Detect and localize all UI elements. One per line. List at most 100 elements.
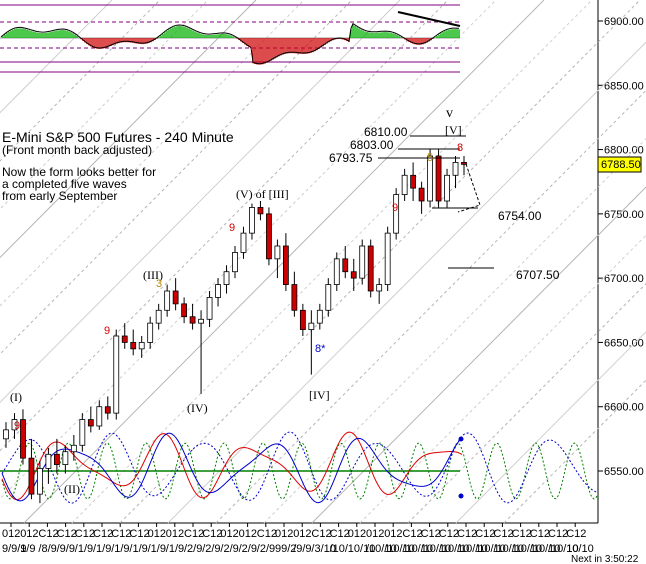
candle-body — [215, 284, 221, 298]
x-tick-label-bottom: /1/9 — [148, 543, 166, 555]
x-tick-label-top: 012 — [148, 528, 166, 540]
x-tick-label-top: 012 — [275, 528, 293, 540]
x-tick-label-bottom: /10/10 — [457, 543, 488, 555]
commentary-line-3: from early September — [2, 189, 117, 203]
channel-line — [503, 379, 646, 524]
x-tick-label-bottom: /2/9 — [184, 543, 202, 555]
td-count-5: 5 — [427, 152, 433, 164]
candle-body — [249, 207, 255, 234]
y-tick-label: 6550.00 — [604, 466, 644, 478]
candles — [3, 149, 467, 504]
channel-line — [167, 41, 646, 524]
candle-body — [444, 174, 450, 202]
commentary-line-1: Now the form looks better for — [2, 165, 156, 179]
candle-body — [316, 309, 323, 324]
x-ticks: 0129/9/90121/9C12/8/9C12/9/9C12/1/9C12/1… — [2, 523, 594, 555]
plot-area — [0, 0, 598, 523]
x-tick-label-bottom: /9/9 — [293, 543, 311, 555]
wave-label-III: (III) — [143, 268, 163, 282]
candle-body — [155, 309, 162, 324]
x-tick-label-bottom: /10/10 — [512, 543, 543, 555]
candle-body — [28, 457, 35, 495]
divergence-line — [397, 11, 461, 27]
last-price-flag: 6788.50 — [597, 156, 642, 173]
oscillator-line — [0, 22, 460, 65]
channel-line — [359, 234, 646, 524]
level-label-6803: 6803.00 — [350, 138, 394, 152]
x-tick-label-top: C12 — [75, 528, 95, 540]
candle-body — [87, 419, 94, 427]
candle-body — [62, 451, 69, 465]
candle-body — [461, 162, 467, 165]
wave-label-V-of-III: (V) of [III] — [236, 187, 289, 201]
candle-body — [333, 258, 340, 285]
candle-body — [367, 245, 374, 292]
y-tick-label: 6900.00 — [604, 16, 644, 28]
last-price-label: 6788.50 — [601, 159, 641, 171]
td-count-9-d: 9 — [392, 202, 398, 214]
x-tick-label-top: C12 — [566, 528, 586, 540]
candle-body — [37, 468, 43, 495]
td-count-8: 8 — [457, 142, 463, 154]
x-tick-label-bottom: /1/9 — [75, 543, 93, 555]
x-tick-label-top: C12 — [57, 528, 77, 540]
candle-body — [308, 322, 315, 330]
channel-line — [0, 0, 161, 162]
x-tick-label-top: C12 — [530, 528, 550, 540]
x-tick-label-top: 012 — [220, 528, 238, 540]
footer-next-time: Next in 3:50:22 — [571, 554, 639, 564]
y-ticks: 6550.00 6600.00 6650.00 6700.00 6750.00 6800.… — [598, 16, 644, 478]
x-tick-label-bottom: /1/9 — [129, 543, 147, 555]
channel-line — [0, 0, 113, 114]
x-tick-label-bottom: /2/9 — [257, 543, 275, 555]
candle-body — [274, 245, 281, 260]
channel-line — [215, 89, 646, 524]
candle-body — [291, 284, 298, 311]
x-tick-label-bottom: /10/10 — [439, 543, 470, 555]
candle-body — [121, 335, 128, 343]
candle-body — [401, 174, 408, 195]
labels: E-Mini S&P 500 Futures - 240 Minute (Fro… — [2, 106, 560, 496]
x-tick-label-top: 012 — [366, 528, 384, 540]
cycle-red-line — [1, 431, 463, 501]
channel-line — [263, 138, 646, 524]
candle-body — [20, 419, 26, 459]
level-lines — [378, 135, 494, 269]
candle-body — [282, 245, 289, 285]
x-tick-label-top: C12 — [439, 528, 459, 540]
candle-body — [70, 444, 77, 453]
wave-label-I: (I) — [10, 390, 22, 404]
x-tick-label-top: C12 — [311, 528, 331, 540]
candle-body — [452, 162, 459, 176]
x-tick-label-bottom: /10/10 — [475, 543, 506, 555]
x-tick-label-bottom: /10/10 — [548, 543, 579, 555]
td-count-9-c: 9 — [229, 222, 235, 234]
x-tick-label-bottom: /10/10 — [366, 543, 397, 555]
x-tick-label-bottom: 10/10 — [348, 543, 376, 555]
channel-line — [0, 0, 257, 259]
y-tick-label: 6850.00 — [604, 80, 644, 92]
candle-body — [138, 342, 145, 350]
x-tick-label-bottom: /8/9 — [38, 543, 56, 555]
candle-body — [393, 194, 400, 234]
chart-title: E-Mini S&P 500 Futures - 240 Minute — [2, 129, 234, 145]
x-tick-label-top: C12 — [512, 528, 532, 540]
candle-body — [342, 258, 349, 273]
candle-body — [435, 155, 442, 202]
cycle-blue-dashed — [1, 431, 599, 504]
candle-body — [96, 406, 103, 427]
x-tick-label-top: 012 — [2, 528, 20, 540]
x-tick-label-top: C12 — [421, 528, 441, 540]
x-tick-label-top: 012 — [293, 528, 311, 540]
x-tick-label-bottom: /2/9 — [202, 543, 220, 555]
chart-subtitle: (Front month back adjusted) — [2, 143, 152, 157]
x-tick-label-top: C12 — [184, 528, 204, 540]
candle-body — [79, 419, 86, 446]
candle-body — [3, 429, 9, 440]
oscillator-panel — [0, 4, 461, 73]
channel-line — [407, 282, 646, 524]
x-tick-label-bottom: /2/9 — [239, 543, 257, 555]
